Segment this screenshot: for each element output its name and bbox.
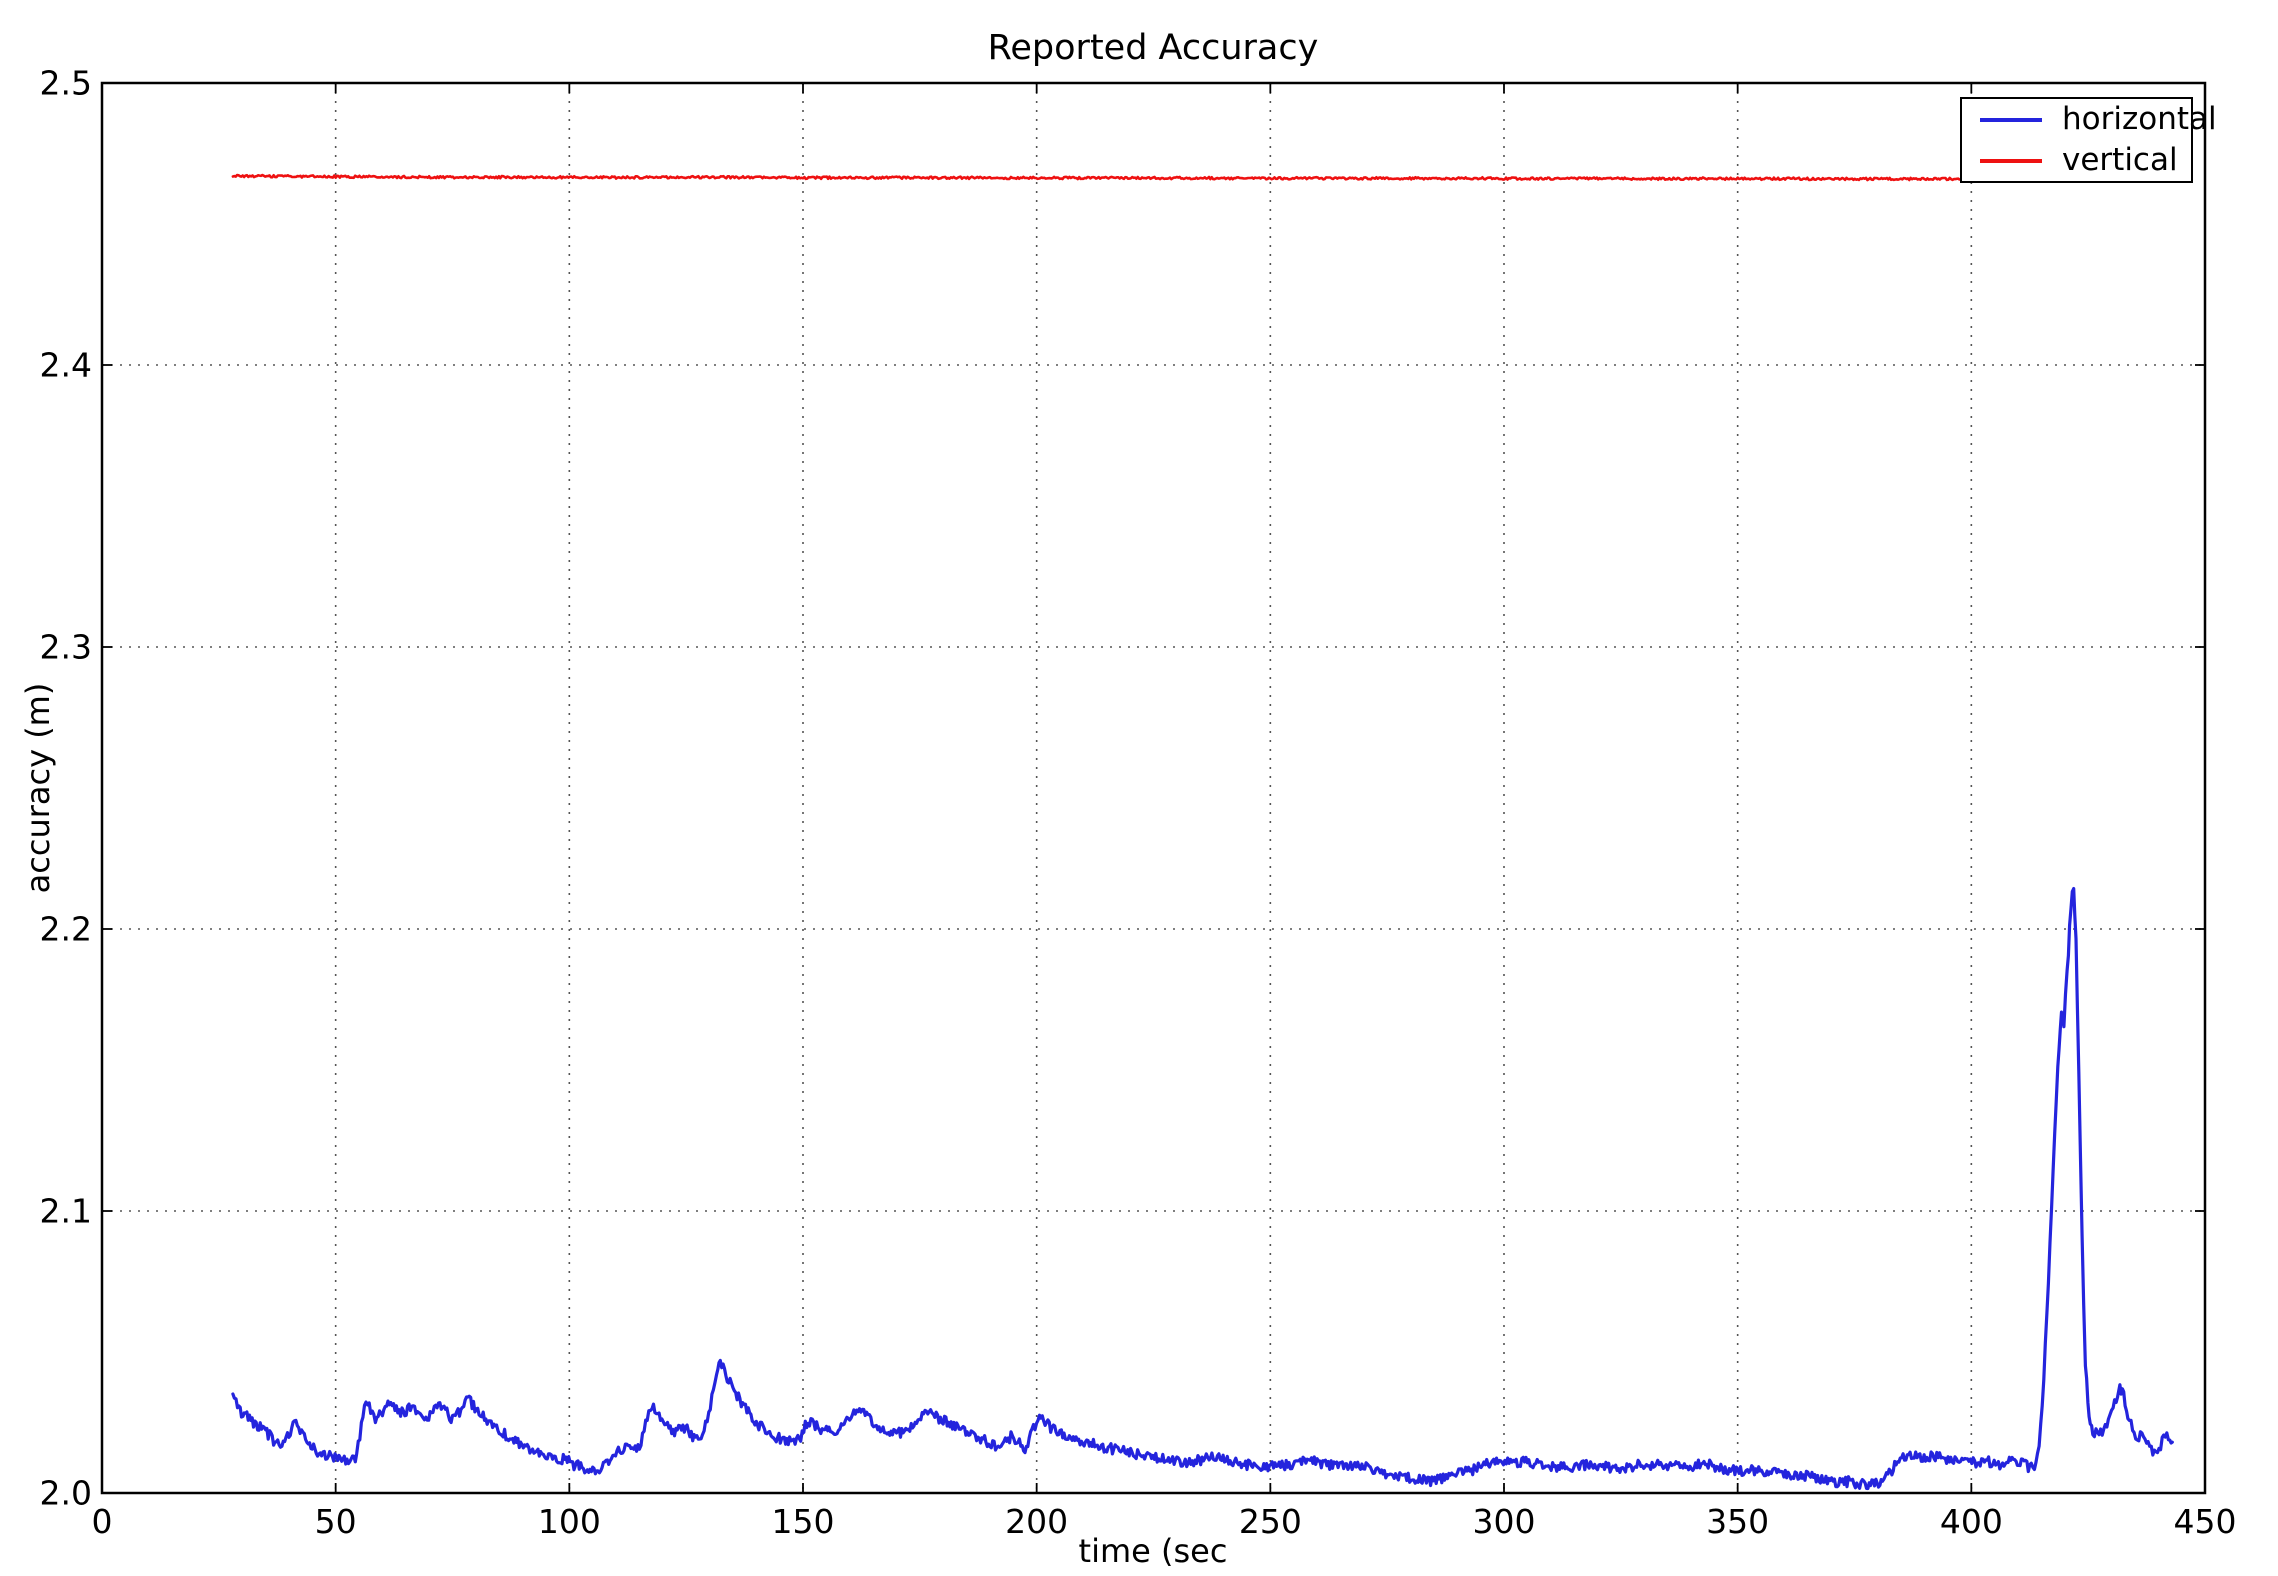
x-tick-label: 400 bbox=[1939, 1502, 2003, 1541]
x-tick-label: 200 bbox=[1005, 1502, 1069, 1541]
y-tick-label: 2.2 bbox=[39, 909, 92, 949]
x-tick-label: 450 bbox=[2173, 1502, 2237, 1541]
x-tick-label: 0 bbox=[91, 1502, 113, 1541]
legend-entry-horizontal: horizontal bbox=[1962, 99, 2217, 139]
x-axis-label: time (sec bbox=[1078, 1532, 1228, 1570]
legend-entry-vertical: vertical bbox=[1962, 140, 2191, 180]
x-tick-label: 350 bbox=[1706, 1502, 1770, 1541]
legend-label-vertical: vertical bbox=[2062, 142, 2178, 178]
y-tick-label: 2.1 bbox=[39, 1191, 92, 1231]
horizontal-series-line bbox=[231, 887, 2174, 1491]
legend: horizontal vertical bbox=[1960, 97, 2217, 183]
x-tick-label: 100 bbox=[537, 1502, 601, 1541]
vertical-series-line bbox=[231, 173, 2174, 182]
legend-label-horizontal: horizontal bbox=[2062, 101, 2217, 137]
legend-line-sample-horizontal bbox=[1980, 118, 2042, 122]
chart-title: Reported Accuracy bbox=[987, 28, 1319, 68]
y-tick-label: 2.3 bbox=[39, 627, 92, 667]
x-tick-label: 150 bbox=[771, 1502, 835, 1541]
y-tick-label: 2.4 bbox=[39, 345, 92, 385]
legend-line-sample-vertical bbox=[1980, 159, 2042, 163]
y-tick-label: 2.5 bbox=[39, 63, 92, 103]
y-tick-label: 2.0 bbox=[39, 1473, 92, 1513]
x-tick-label: 50 bbox=[314, 1502, 357, 1541]
plot-border bbox=[100, 81, 2207, 1495]
x-tick-label: 300 bbox=[1472, 1502, 1536, 1541]
x-tick-label: 250 bbox=[1238, 1502, 1302, 1541]
y-axis-label: accuracy (m) bbox=[19, 682, 57, 894]
